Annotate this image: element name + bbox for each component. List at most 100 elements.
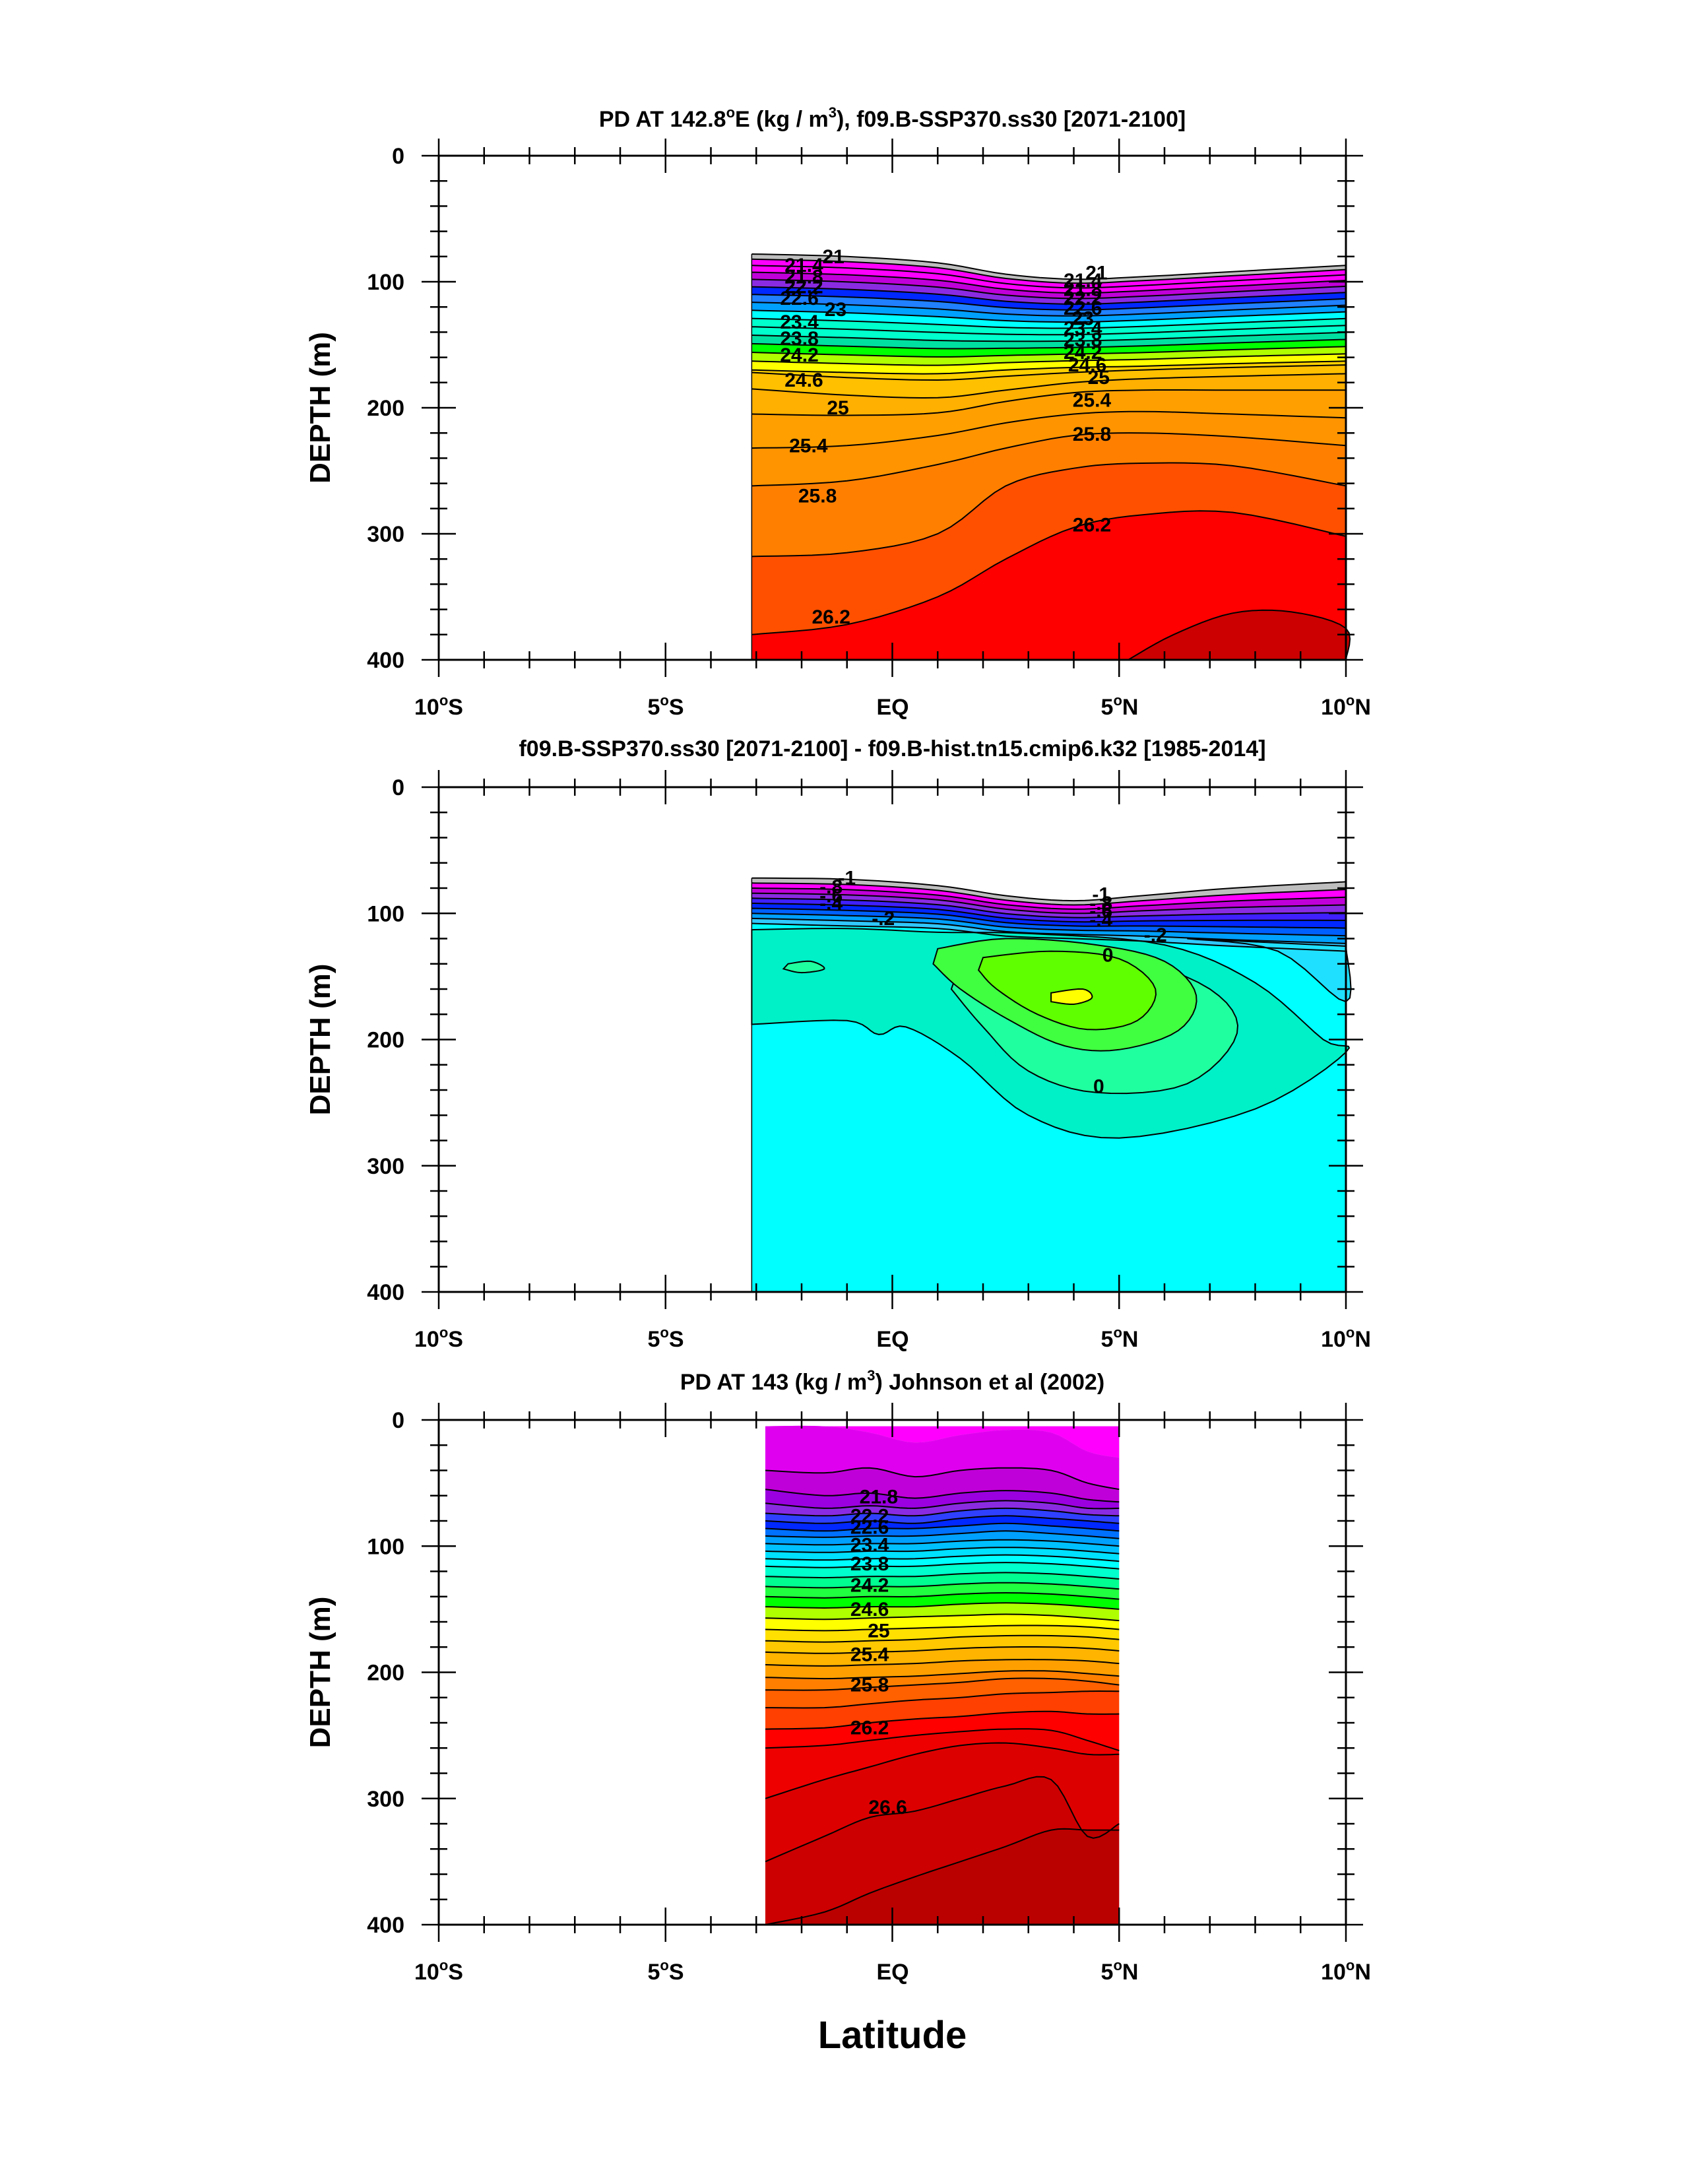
contour-line [765, 1613, 1120, 1622]
contour-band [765, 1547, 1120, 1562]
y-tick-label: 200 [367, 396, 404, 421]
contour-line [765, 1728, 1120, 1752]
panel-2-axes: 0 100 200 300 400 10oS 5oS EQ 5oN 10oN DEPTH (m) f0… [304, 736, 1371, 1352]
contour-band [751, 893, 1346, 918]
y-tick-label: 300 [367, 1787, 404, 1812]
contour-band [765, 1729, 1120, 1799]
contour-line [765, 1690, 1120, 1709]
contour-line [751, 360, 1347, 375]
contour-line [751, 271, 1347, 294]
contour-band [751, 913, 1346, 944]
contour-band [765, 1539, 1120, 1554]
contour-line [765, 1776, 1120, 1863]
contour-label: -.4 [819, 893, 843, 915]
contour-label: 22.2 [784, 276, 823, 298]
contour-line [765, 1562, 1120, 1570]
contour-label: -.6 [819, 885, 843, 907]
contour-label: 0 [1093, 1076, 1104, 1097]
y-tick-label: 400 [367, 648, 404, 673]
contour-line [751, 364, 1347, 381]
y-tick-label: 300 [367, 1154, 404, 1179]
contour-band [765, 1523, 1120, 1539]
contour-label: 21.4 [1064, 270, 1102, 292]
contour-line [751, 922, 1347, 952]
contour-band [751, 272, 1346, 299]
panel-1-axes: 0 100 200 300 400 10oS 5oS EQ 5oN 10oN DEPTH (m) PD… [304, 104, 1371, 720]
contour-label: -.4 [1089, 909, 1112, 931]
contour-line [765, 1489, 1120, 1503]
y-tick-label: 0 [392, 1408, 404, 1433]
contour-band [765, 1531, 1120, 1547]
contour-band [751, 265, 1346, 294]
contour-line [751, 887, 1347, 910]
contour-label: 26.2 [1073, 515, 1111, 536]
contour-line [765, 1670, 1120, 1680]
contour-label: 24.6 [784, 369, 823, 391]
contour-band [751, 279, 1346, 304]
contour-line [751, 907, 1347, 929]
panel-2-plot [751, 877, 1352, 1292]
contour-label: 24.6 [850, 1599, 889, 1621]
contour-label: 23.8 [1064, 329, 1102, 351]
contour-line [751, 892, 1347, 915]
panel-1-plot [751, 253, 1351, 660]
contour-label: -.6 [1089, 900, 1112, 922]
y-axis-label: DEPTH (m) [304, 964, 336, 1116]
contour-line [751, 432, 1347, 487]
contour-label: 21.4 [784, 255, 823, 276]
x-tick-label: 5oS [647, 1957, 684, 1985]
contour-label: 25.8 [850, 1675, 889, 1696]
contour-line [751, 897, 1347, 918]
contour-line [765, 1572, 1120, 1580]
y-tick-label: 0 [392, 775, 404, 800]
contour-line [751, 302, 1347, 317]
contour-band [751, 888, 1346, 914]
contour-line [751, 253, 1347, 280]
contour-line [765, 1624, 1120, 1632]
contour-line [751, 882, 1347, 906]
contour-band [1187, 938, 1352, 1003]
contour-line [751, 325, 1347, 336]
contour-band [765, 1425, 1120, 1490]
contour-line [765, 1742, 1120, 1799]
panel-3-plot [765, 1425, 1120, 1925]
contour-band [751, 361, 1346, 380]
y-tick-label: 100 [367, 901, 404, 926]
y-axis-label: DEPTH (m) [304, 332, 336, 484]
contour-line [765, 1591, 1120, 1600]
y-tick-label: 200 [367, 1028, 404, 1053]
x-tick-label: 5oN [1101, 1324, 1139, 1352]
y-tick-label: 400 [367, 1280, 404, 1305]
contour-band [765, 1671, 1120, 1690]
contour-label: 23.4 [1064, 318, 1102, 340]
contour-band [782, 960, 825, 974]
contour-label: 24.2 [850, 1575, 889, 1597]
x-tick-label: 5oN [1101, 692, 1139, 720]
contour-label: 24.6 [1068, 354, 1106, 376]
contour-line [751, 913, 1347, 937]
contour-line [765, 1602, 1120, 1610]
contour-line [751, 410, 1347, 449]
contour-line [751, 331, 1347, 342]
contour-band [765, 1647, 1120, 1666]
contour-line [751, 294, 1347, 311]
contour-line [751, 265, 1347, 289]
contour-line [765, 1547, 1120, 1555]
contour-label: 21.8 [784, 266, 823, 288]
y-tick-label: 300 [367, 522, 404, 547]
contour-label: 22.6 [1064, 298, 1102, 319]
y-tick-label: 200 [367, 1661, 404, 1686]
x-tick-label: 10oN [1321, 1324, 1371, 1352]
contour-band [765, 1711, 1120, 1751]
contour-band [765, 1555, 1120, 1569]
contour-line [765, 1539, 1120, 1547]
contour-band [765, 1614, 1120, 1631]
x-tick-label: 5oS [647, 1324, 684, 1352]
contour-line [751, 317, 1347, 329]
panel-title: PD AT 142.8oE (kg / m3), f09.B-SSP370.ss… [599, 104, 1186, 132]
contour-label: 25 [827, 397, 848, 419]
contour-label: -.8 [819, 876, 843, 898]
contour-line [765, 1659, 1120, 1667]
x-tick-label: 5oN [1101, 1957, 1139, 1985]
contour-label: 21.8 [1064, 278, 1102, 300]
